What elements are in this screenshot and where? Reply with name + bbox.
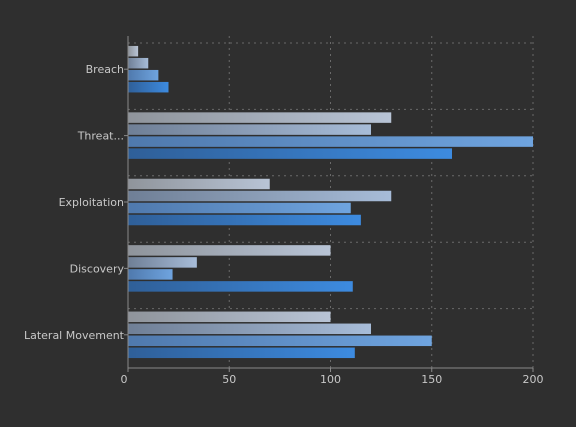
bar (128, 112, 392, 123)
x-tick-label: 0 (121, 373, 128, 386)
bar (128, 57, 149, 69)
bar (128, 136, 533, 147)
y-tick-label: Lateral Movement (24, 329, 125, 342)
bar (128, 148, 452, 159)
bar (128, 45, 139, 57)
bar (128, 202, 351, 214)
x-tick-label: 200 (523, 373, 544, 386)
bar (128, 214, 361, 226)
bar (128, 311, 331, 323)
y-tick-label: Exploitation (59, 196, 124, 209)
bars (128, 45, 533, 359)
bar (128, 269, 173, 280)
bar (128, 335, 432, 347)
x-tick-label: 100 (320, 373, 341, 386)
bar (128, 124, 371, 135)
y-tick-label: Breach (86, 63, 124, 76)
bar (128, 190, 392, 202)
axes: Breach Threat... Exploitation Discovery Late… (24, 36, 544, 386)
bar (128, 347, 355, 359)
x-tick-label: 50 (222, 373, 236, 386)
y-tick-label: Threat... (77, 130, 124, 143)
x-tick-label: 150 (421, 373, 442, 386)
bar (128, 81, 169, 93)
y-tick-label: Discovery (70, 262, 125, 275)
bar (128, 245, 331, 256)
bar (128, 69, 159, 81)
bar (128, 281, 353, 292)
bar (128, 323, 371, 335)
bar (128, 257, 197, 268)
bar (128, 178, 270, 190)
